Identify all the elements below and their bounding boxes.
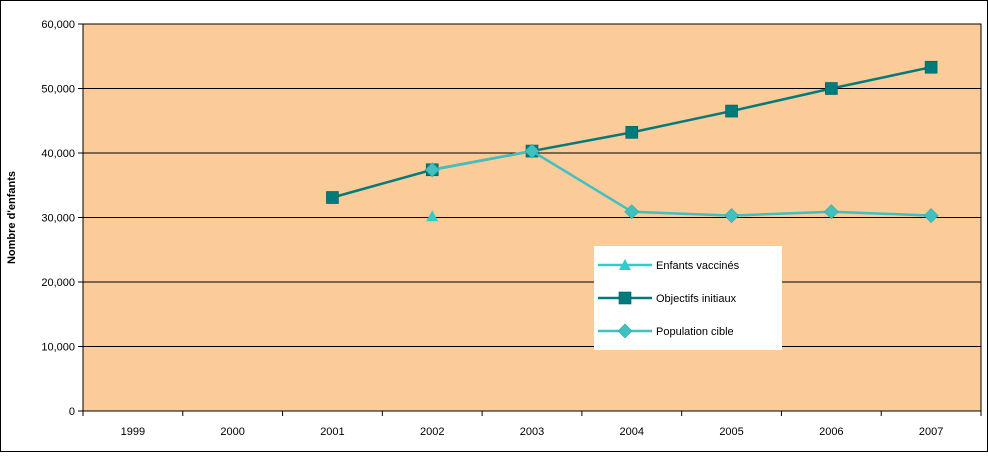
data-point [923, 208, 939, 223]
y-tick-label: 10,000 [41, 342, 75, 354]
series-population-cible [424, 143, 939, 223]
series-group [326, 60, 939, 223]
legend-label: Population cible [656, 326, 734, 338]
x-tick-labels: 1999 2000 2001 2002 2003 2004 2005 2006 2007 [82, 411, 982, 438]
legend-item: Objectifs initiaux [598, 291, 737, 305]
legend-marker [618, 291, 632, 305]
legend-marker [619, 259, 631, 270]
y-tick-label: 20,000 [41, 277, 75, 289]
y-tick-label: 60,000 [41, 19, 75, 31]
x-tick-label: 2007 [919, 426, 943, 438]
x-tick-label: 2004 [620, 426, 644, 438]
y-tick-label: 50,000 [41, 84, 75, 96]
x-tick-label: 2003 [520, 426, 544, 438]
y-tick-labels: 0 10,000 20,000 30,000 40,000 50,000 60,000 [41, 19, 75, 418]
legend-item: Population cible [598, 323, 734, 339]
data-point [725, 104, 738, 118]
data-point [624, 204, 640, 220]
y-axis-label: Nombre d'enfants [6, 171, 18, 264]
data-point [426, 210, 439, 222]
y-tick-label: 0 [69, 406, 75, 418]
legend: Enfants vaccinés Objectifs initiaux Popula… [594, 246, 782, 350]
legend-label: Objectifs initiaux [656, 293, 737, 305]
data-point [724, 208, 739, 223]
legend-marker [617, 323, 633, 339]
data-point [825, 82, 838, 95]
data-point [924, 60, 938, 74]
y-tick-label: 30,000 [41, 213, 75, 225]
x-tick-label: 2000 [220, 426, 244, 438]
series-line [431, 149, 932, 217]
x-tick-label: 2002 [420, 426, 444, 438]
x-tick-label: 2001 [320, 426, 344, 438]
axes [82, 24, 981, 412]
data-point [625, 126, 639, 139]
x-tick-label: 2005 [719, 426, 743, 438]
data-point [524, 143, 540, 159]
data-point [823, 204, 839, 220]
x-tick-label: 1999 [121, 426, 145, 438]
data-point [424, 162, 440, 178]
y-tick-label: 40,000 [41, 148, 75, 160]
x-tick-label: 2006 [819, 426, 843, 438]
legend-item: Enfants vaccinés [598, 259, 740, 272]
data-point [326, 191, 339, 204]
legend-label: Enfants vaccinés [656, 260, 740, 272]
series-enfants-vaccin-s [426, 210, 439, 222]
